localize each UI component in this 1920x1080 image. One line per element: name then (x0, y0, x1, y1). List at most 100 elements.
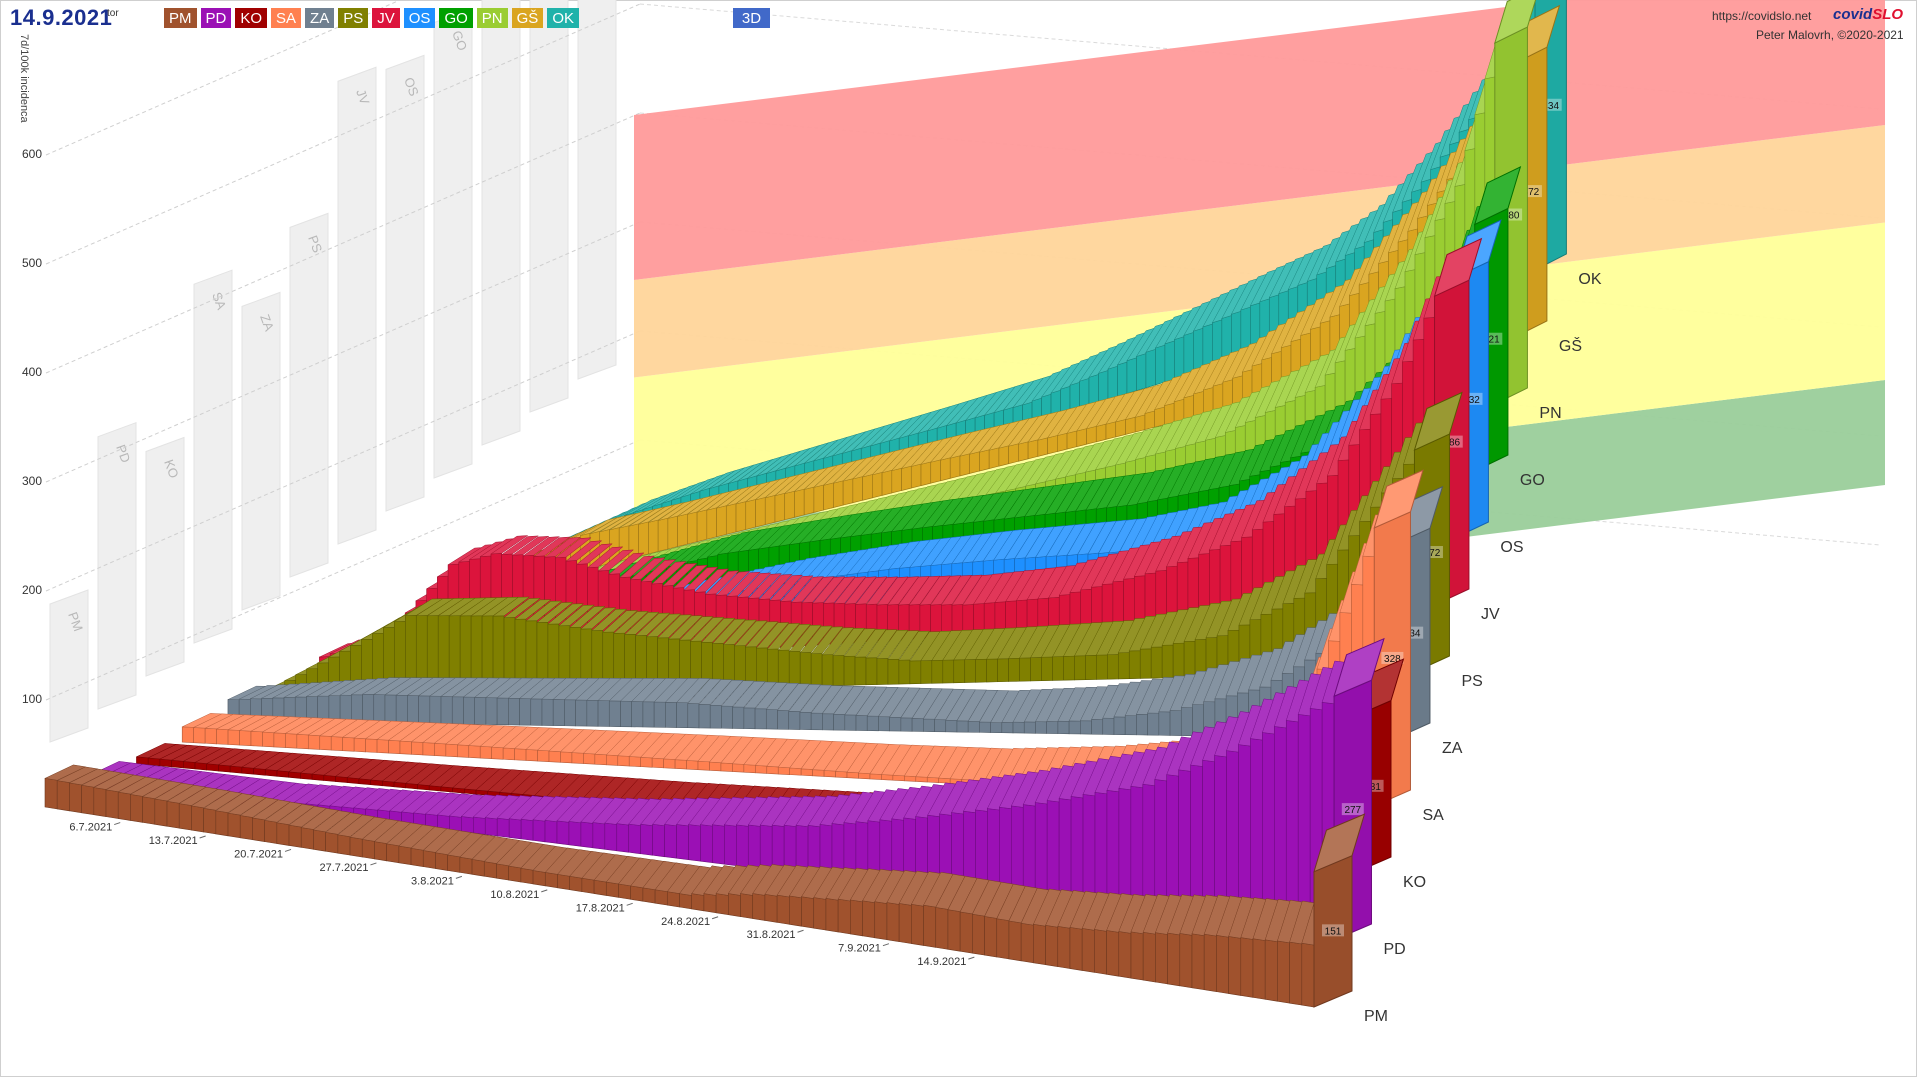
value-label-PS: 272 (1424, 548, 1441, 559)
x-tick (370, 862, 377, 866)
legend-item-2[interactable]: KO (235, 8, 268, 28)
back-wall-label: JV (353, 87, 372, 107)
row-label-PM: PM (1364, 1008, 1388, 1025)
bar-top (766, 623, 801, 650)
back-wall-label: PS (305, 233, 325, 255)
bar-front (1041, 656, 1053, 682)
bar-front (608, 700, 621, 727)
bar-front (541, 698, 554, 726)
bar-front (1012, 721, 1025, 734)
row-label-SA: SA (1422, 807, 1444, 824)
legend-item-5[interactable]: PS (338, 8, 369, 28)
source-link[interactable]: https://covidslo.net (1712, 9, 1812, 23)
bar-front (386, 843, 400, 864)
bar-front (592, 822, 606, 850)
bar-front (1191, 933, 1205, 991)
brand-logo: covidSLO (1833, 6, 1903, 23)
bar-top (597, 549, 635, 572)
view-3d-button[interactable]: 3D (733, 8, 770, 28)
legend-item-6[interactable]: JV (372, 8, 400, 28)
bar-front (1126, 357, 1137, 394)
bar-front (986, 658, 998, 683)
bar-front (1047, 435, 1058, 455)
bar-top (801, 576, 835, 604)
bar-front (947, 909, 961, 952)
bar-front (307, 734, 321, 750)
bar-front (193, 727, 206, 744)
y-axis-label: 7d/100k incidenca (18, 34, 30, 123)
bar-front (1136, 353, 1147, 392)
bar-front (911, 718, 924, 732)
bar-front (1139, 648, 1152, 679)
bar-front (628, 756, 641, 767)
bar-front (967, 721, 980, 733)
legend-item-9[interactable]: PN (476, 8, 508, 28)
bar-top (698, 679, 733, 705)
value-label-JV: 386 (1443, 438, 1460, 449)
back-wall-bar (337, 66, 377, 545)
bar-front (1033, 923, 1046, 966)
value-label-bg (1381, 651, 1404, 664)
bar-front (337, 834, 351, 856)
legend-item-1[interactable]: PD (200, 8, 232, 28)
bar-front (1134, 575, 1146, 625)
back-wall-bar (433, 7, 473, 479)
bar-front (706, 507, 717, 540)
bar-front (1074, 655, 1086, 681)
bar-front (532, 819, 546, 843)
bar-front (812, 769, 825, 777)
bar-front (325, 831, 339, 854)
legend-item-8[interactable]: GO (439, 8, 473, 28)
legend-item-10[interactable]: GŠ (511, 8, 544, 28)
bar-top (754, 682, 788, 710)
bar-front (886, 902, 900, 942)
bar-top (672, 564, 708, 589)
bar-front (552, 699, 565, 727)
bar-top (744, 621, 779, 648)
value-label-PM: 151 (1325, 926, 1342, 937)
bar-end-top (1373, 469, 1424, 529)
bar-front (822, 713, 834, 731)
bar-front (398, 845, 412, 866)
bar-front (434, 742, 447, 757)
bar-front (1008, 443, 1019, 465)
bar-top (678, 616, 714, 641)
bar-front (1019, 657, 1031, 682)
bar-top (543, 537, 582, 558)
bar-front (1091, 586, 1103, 628)
value-label-KO: 181 (1364, 782, 1381, 793)
legend-item-4[interactable]: ZA (305, 8, 335, 28)
bar-front (724, 824, 737, 866)
legend-item-3[interactable]: SA (271, 8, 302, 28)
bar-front (821, 654, 834, 687)
bar-front (788, 650, 801, 687)
bar-front (931, 659, 944, 684)
bar-top (812, 576, 846, 604)
legend-item-7[interactable]: OS (403, 8, 436, 28)
bar-front (548, 750, 561, 763)
bar-front (276, 822, 290, 846)
bar-front (911, 903, 924, 946)
bar-front (630, 885, 644, 902)
bar-front (1158, 711, 1171, 736)
bar-front (451, 696, 464, 725)
bar-front (721, 705, 733, 729)
bar-front (484, 817, 498, 837)
bar-top (755, 622, 790, 649)
bar-front (435, 852, 448, 871)
legend-item-11[interactable]: OK (547, 8, 579, 28)
legend-item-0[interactable]: PM (164, 8, 197, 28)
bar-front (1069, 591, 1082, 629)
report-day: tor (107, 8, 119, 19)
bar-front (747, 824, 761, 869)
bar-top (720, 680, 755, 707)
bar-front (631, 701, 644, 728)
bar-front (1203, 933, 1217, 992)
bar-front (1101, 583, 1114, 627)
bar-front (520, 867, 534, 885)
bar-front (1169, 710, 1182, 736)
bar-front (1027, 439, 1039, 460)
bar-front (833, 713, 846, 731)
bar-front (362, 693, 375, 724)
